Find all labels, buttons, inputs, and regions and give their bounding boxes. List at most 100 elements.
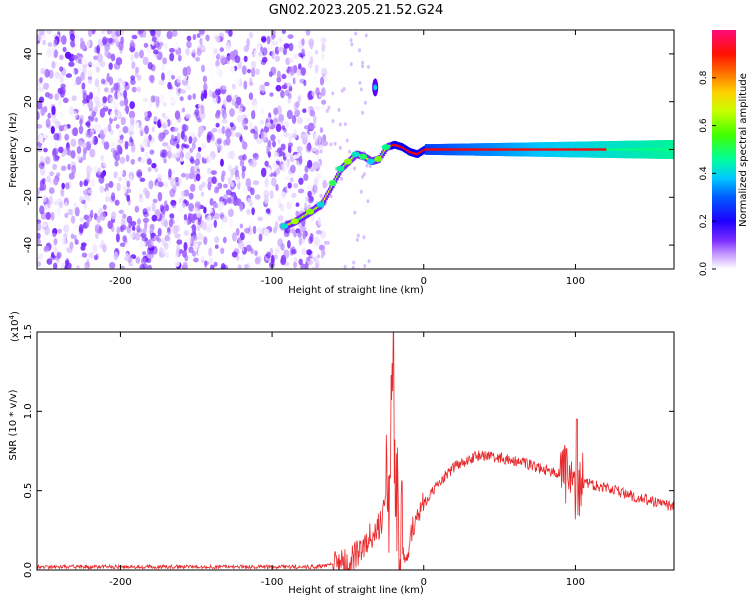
noise-speckle [281, 73, 287, 80]
noise-speckle [179, 202, 187, 210]
signal-core [588, 148, 592, 151]
noise-speckle [77, 140, 83, 146]
noise-speckle [151, 214, 158, 222]
noise-speckle [164, 115, 169, 121]
noise-speckle [122, 213, 127, 220]
noise-speckle [70, 150, 76, 159]
noise-speckle [63, 190, 69, 198]
noise-speckle [155, 100, 160, 109]
noise-speckle [315, 87, 320, 96]
noise-speckle [153, 41, 160, 48]
snr-ylabel: SNR (10 * v/v) [8, 389, 19, 460]
noise-speckle [93, 123, 100, 133]
noise-speckle [164, 242, 169, 250]
noise-speckle [158, 94, 165, 104]
noise-speckle [283, 99, 289, 106]
noise-speckle [109, 96, 115, 104]
signal-core [513, 148, 517, 151]
noise-speckle [45, 83, 49, 91]
noise-speckle [97, 85, 101, 94]
noise-speckle [111, 192, 116, 202]
signal-core [452, 148, 455, 151]
noise-speckle [296, 146, 303, 152]
noise-speckle [183, 230, 190, 236]
signal-core [418, 151, 421, 155]
noise-speckle [163, 102, 167, 107]
noise-speckle [47, 42, 53, 47]
noise-speckle [103, 69, 108, 79]
noise-speckle [182, 261, 188, 269]
noise-speckle [356, 233, 360, 238]
noise-speckle [295, 210, 300, 217]
noise-speckle [89, 148, 96, 158]
noise-speckle [148, 52, 155, 60]
noise-speckle [288, 85, 293, 92]
noise-speckle [166, 71, 173, 76]
noise-speckle [180, 89, 187, 94]
noise-speckle [188, 246, 194, 254]
noise-speckle [278, 113, 285, 123]
signal-core [413, 152, 417, 155]
signal-core [454, 148, 458, 151]
noise-speckle [254, 257, 261, 265]
noise-speckle [246, 208, 251, 215]
noise-speckle [276, 77, 282, 83]
noise-speckle [287, 211, 293, 221]
noise-speckle [361, 60, 365, 65]
noise-speckle [276, 70, 281, 80]
noise-speckle [298, 63, 302, 70]
noise-speckle [100, 211, 106, 221]
y-tick-label: 1.0 [23, 403, 34, 419]
noise-speckle [100, 78, 106, 85]
signal-core [540, 148, 544, 151]
figure-title: GN02.2023.205.21.52.G24 [269, 3, 444, 18]
noise-speckle [268, 71, 273, 78]
signal-core [666, 148, 669, 151]
signal-core [482, 148, 485, 151]
noise-speckle [198, 125, 204, 135]
noise-speckle [264, 212, 269, 220]
noise-speckle [57, 228, 62, 234]
noise-speckle [54, 93, 60, 101]
noise-speckle [118, 41, 124, 51]
noise-speckle [48, 69, 54, 79]
noise-speckle [197, 222, 201, 232]
noise-speckle [234, 55, 241, 64]
signal-core [441, 148, 444, 151]
noise-speckle [172, 127, 179, 133]
noise-speckle [157, 227, 162, 237]
noise-speckle [147, 264, 152, 269]
noise-speckle [322, 258, 328, 266]
noise-speckle [252, 180, 260, 186]
noise-speckle [327, 105, 331, 110]
noise-speckle [163, 158, 167, 164]
noise-speckle [274, 55, 280, 62]
noise-speckle [292, 39, 299, 48]
noise-speckle [161, 149, 168, 158]
x-tick-label: -100 [261, 276, 284, 287]
signal-core [405, 148, 409, 152]
noise-speckle [321, 87, 326, 97]
noise-speckle [317, 216, 321, 226]
noise-speckle [74, 239, 79, 245]
signal-core [532, 148, 536, 151]
noise-speckle [44, 57, 49, 64]
signal-core [641, 148, 645, 151]
noise-speckle [135, 245, 143, 254]
noise-speckle [215, 83, 220, 90]
noise-speckle [201, 38, 207, 44]
noise-speckle [120, 249, 125, 255]
noise-speckle [145, 190, 150, 199]
signal-core [463, 148, 466, 151]
noise-speckle [213, 48, 218, 55]
noise-speckle [260, 107, 265, 115]
signal-core [561, 148, 564, 151]
noise-speckle [283, 249, 290, 259]
noise-speckle [274, 246, 280, 254]
noise-speckle [37, 188, 41, 196]
signal-core [636, 148, 639, 151]
noise-speckle [364, 33, 368, 38]
noise-speckle [199, 252, 206, 261]
noise-speckle [185, 113, 192, 119]
